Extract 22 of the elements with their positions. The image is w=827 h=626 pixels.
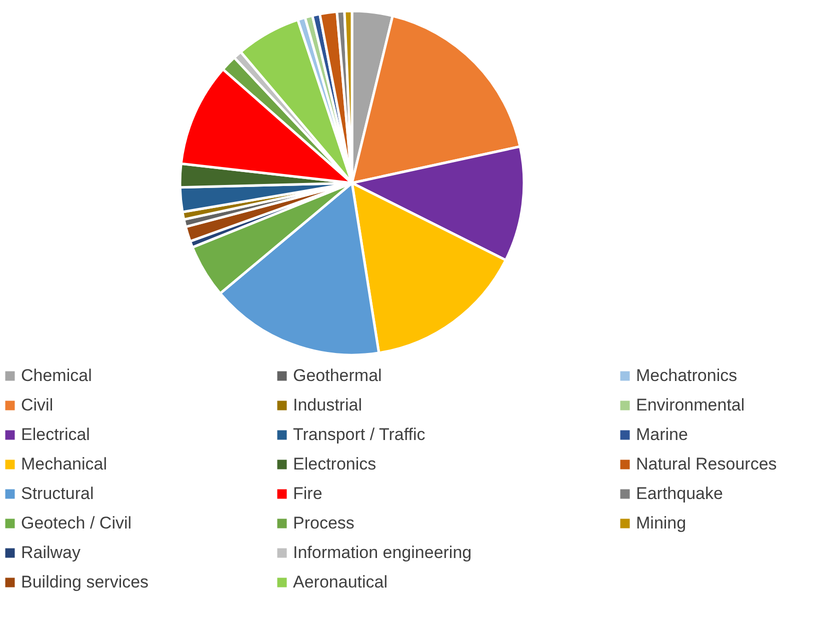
legend-label: Environmental <box>636 396 745 414</box>
legend-label: Mechatronics <box>636 366 738 385</box>
legend-label: Electrical <box>21 425 90 444</box>
legend-label: Civil <box>21 396 54 414</box>
legend-label: Fire <box>293 484 322 503</box>
legend-label: Natural Resources <box>636 454 777 474</box>
legend-label: Railway <box>21 543 82 562</box>
legend-label: Chemical <box>21 366 92 385</box>
legend-label: Information engineering <box>293 543 472 562</box>
legend-label: Industrial <box>293 396 362 414</box>
legend-label: Aeronautical <box>293 572 388 592</box>
legend-label: Building services <box>21 572 149 592</box>
legend-label: Marine <box>636 425 688 444</box>
legend-label: Transport / Traffic <box>293 425 426 444</box>
legend-label: Earthquake <box>636 484 723 503</box>
legend-label: Geotech / Civil <box>21 514 132 532</box>
legend-label: Structural <box>21 484 94 503</box>
legend-label: Electronics <box>293 454 376 474</box>
legend-label: Mechanical <box>21 454 107 474</box>
legend-label: Process <box>293 514 354 532</box>
legend-label: Mining <box>636 514 686 532</box>
legend-label: Geothermal <box>293 366 382 385</box>
